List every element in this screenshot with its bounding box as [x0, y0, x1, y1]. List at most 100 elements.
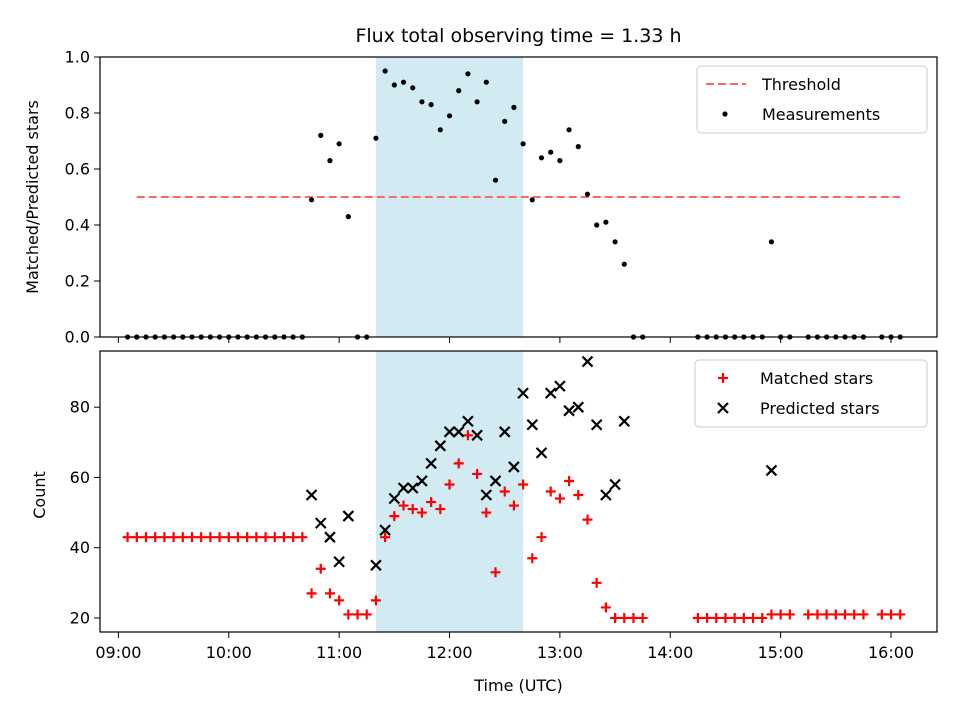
measurement-point — [584, 191, 591, 197]
matched-star-point — [150, 532, 161, 543]
matched-star-point — [472, 468, 483, 479]
measurement-point — [612, 239, 618, 245]
measurement-point — [327, 158, 333, 164]
x-tick-label: 09:00 — [95, 643, 141, 662]
matched-star-point — [140, 532, 151, 543]
matched-star-point — [380, 532, 391, 543]
measurement-point — [529, 197, 535, 203]
top-axes-frame — [99, 56, 938, 338]
matched-star-point — [389, 511, 400, 522]
matched-star-point — [122, 532, 133, 543]
matched-star-point — [812, 609, 823, 620]
matched-star-point — [582, 514, 593, 525]
measurement-point — [437, 127, 443, 133]
matched-star-point — [398, 500, 409, 511]
matched-star-point — [159, 532, 170, 543]
matched-star-point — [306, 588, 317, 599]
top-y-tick-label: 0.4 — [65, 216, 90, 235]
top-y-tick-label: 0.2 — [65, 272, 90, 291]
measurement-point — [373, 135, 379, 141]
measurement-point — [768, 239, 775, 245]
matched-star-point — [729, 612, 740, 623]
predicted-star-point — [600, 489, 612, 501]
bottom-series-1 — [122, 430, 906, 623]
bottom-legend-box — [694, 359, 928, 428]
chart-title: Flux total observing time = 1.33 h — [355, 25, 681, 47]
predicted-star-point — [517, 387, 529, 399]
matched-star-point — [324, 588, 335, 599]
predicted-star-point — [324, 531, 336, 543]
matched-star-point — [260, 532, 271, 543]
predicted-star-point — [388, 492, 401, 505]
matched-star-point — [784, 609, 795, 620]
matched-star-point — [242, 532, 253, 543]
predicted-star-point — [342, 510, 355, 522]
predicted-star-point — [305, 489, 318, 501]
predicted-star-point — [618, 415, 631, 428]
top-series-1 — [124, 68, 903, 340]
matched-star-point — [426, 497, 437, 508]
top-y-tick-label: 1.0 — [65, 48, 90, 67]
matched-star-point — [711, 612, 722, 623]
predicted-star-point — [333, 555, 345, 568]
matched-star-point — [508, 500, 519, 511]
measurement-point — [557, 158, 563, 164]
matched-star-point — [214, 532, 225, 543]
matched-star-point — [462, 430, 473, 441]
matched-star-point — [205, 532, 216, 543]
matched-star-point — [232, 532, 243, 543]
bottom-y-tick-label: 80 — [70, 398, 90, 417]
matched-star-point — [637, 612, 648, 623]
matched-star-point — [407, 504, 418, 515]
matched-star-point — [748, 612, 759, 623]
bottom-plot-area: 20 40 60 80 09:00 10:00 11:00 12:00 13:00 14:00 15… — [70, 350, 938, 662]
matched-star-point — [766, 609, 777, 620]
bottom-panel: Count Time (UTC) 20 40 60 80 09:00 10:00 11:00… — [30, 350, 938, 695]
matched-star-point — [334, 595, 345, 606]
top-y-tick-label: 0.6 — [65, 160, 90, 179]
bottom-y-axis-label: Count — [30, 471, 49, 519]
matched-star-point — [849, 609, 860, 620]
predicted-star-point — [443, 426, 456, 438]
matched-star-point — [803, 609, 814, 620]
legend-label: Matched stars — [760, 369, 873, 388]
measurement-point — [428, 102, 434, 108]
predicted-star-point — [471, 429, 483, 442]
matched-star-point — [619, 612, 630, 623]
matched-star-point — [591, 577, 602, 588]
top-legend: Threshold Measurements — [696, 65, 928, 134]
predicted-star-point — [544, 387, 557, 399]
matched-star-point — [564, 475, 575, 486]
predicted-star-point — [397, 482, 410, 494]
measurement-point — [382, 68, 388, 74]
matched-star-point — [288, 532, 299, 543]
bottom-y-tick-label: 60 — [70, 468, 90, 487]
matched-star-point — [196, 532, 207, 543]
predicted-star-point — [434, 440, 447, 452]
measurement-point — [419, 99, 425, 105]
bottom-legend: Matched stars Predicted stars — [694, 359, 928, 428]
matched-star-point — [692, 612, 703, 623]
legend-label: Predicted stars — [760, 399, 880, 418]
matched-star-point — [830, 609, 841, 620]
measurement-point — [566, 127, 572, 133]
measurement-point — [391, 82, 397, 88]
measurement-point — [594, 222, 600, 228]
matched-star-point — [895, 609, 906, 620]
measurement-point — [538, 155, 545, 161]
measurement-point — [520, 141, 526, 147]
x-axis-label: Time (UTC) — [473, 676, 562, 695]
bottom-y-tick-label: 20 — [70, 608, 90, 627]
predicted-star-point — [370, 559, 382, 572]
matched-star-point — [481, 507, 492, 518]
matched-star-point — [840, 609, 851, 620]
measurement-point — [465, 71, 471, 77]
x-tick-label: 14:00 — [647, 643, 693, 662]
bottom-series-2 — [305, 355, 778, 572]
matched-star-point — [720, 612, 731, 623]
predicted-star-point — [563, 404, 575, 417]
predicted-star-point — [452, 426, 465, 438]
matched-star-point — [453, 458, 464, 469]
legend-label: Measurements — [762, 105, 880, 124]
matched-star-point — [223, 532, 234, 543]
